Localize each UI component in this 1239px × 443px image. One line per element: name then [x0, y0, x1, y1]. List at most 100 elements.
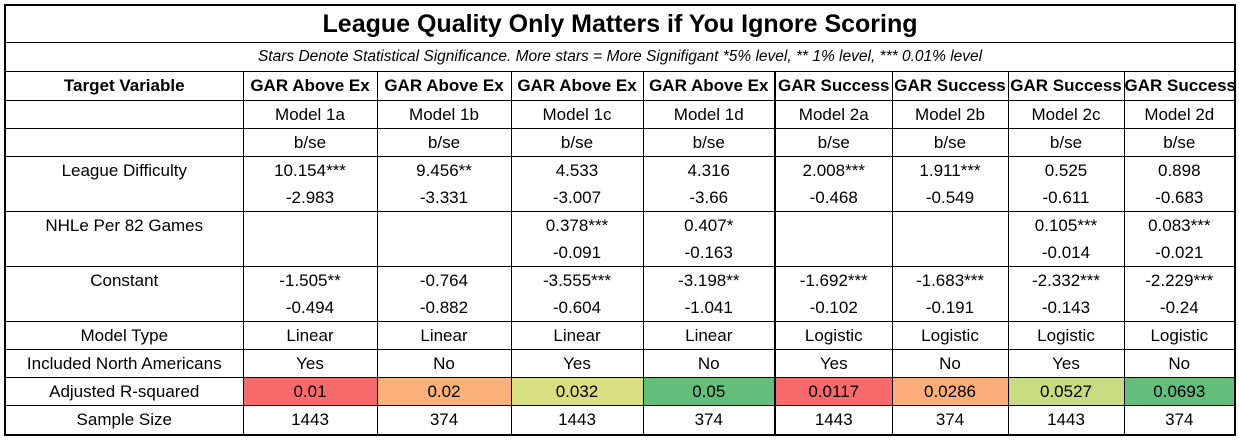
coefficient: -1.692*** — [774, 266, 892, 294]
included-flag: No — [376, 349, 511, 378]
model-name: Model 2a — [774, 100, 892, 129]
coefficient: 4.316 — [642, 156, 775, 184]
coefficient: -0.764 — [376, 266, 511, 294]
nhle-per-82-coef-row: NHLe Per 82 Games 0.378*** 0.407* 0.105*** 0… — [5, 211, 1236, 239]
row-label — [5, 239, 243, 267]
standard-error: -0.683 — [1123, 184, 1236, 212]
header-row: Target Variable GAR Above Ex GAR Above Ex G… — [5, 71, 1236, 101]
standard-error: -0.143 — [1007, 294, 1124, 322]
standard-error — [376, 239, 511, 267]
model-name: Model 1d — [642, 100, 775, 129]
bse-row: b/se b/se b/se b/se b/se b/se b/se b/se — [5, 128, 1236, 157]
north-americans-row: Included North Americans Yes No Yes No Yes No Y… — [5, 349, 1236, 378]
coefficient — [376, 211, 511, 239]
r-squared-cell: 0.05 — [642, 377, 775, 406]
bse-label: b/se — [774, 128, 892, 157]
row-label: Sample Size — [5, 405, 243, 435]
sample-size: 374 — [891, 405, 1008, 435]
bse-label: b/se — [376, 128, 511, 157]
standard-error — [242, 239, 377, 267]
r-squared-cell: 0.032 — [510, 377, 643, 406]
nhle-per-82-se-row: -0.091 -0.163 -0.014 -0.021 — [5, 239, 1236, 267]
model-row: Model 1a Model 1b Model 1c Model 1d Model 2a… — [5, 100, 1236, 129]
bse-label: b/se — [242, 128, 377, 157]
standard-error: -0.014 — [1007, 239, 1124, 267]
model-type: Linear — [376, 321, 511, 350]
standard-error: -0.494 — [242, 294, 377, 322]
coefficient: 1.911*** — [891, 156, 1008, 184]
model-name: Model 1b — [376, 100, 511, 129]
significance-note: Stars Denote Statistical Significance. M… — [5, 42, 1236, 72]
coefficient: -2.229*** — [1123, 266, 1236, 294]
standard-error — [774, 239, 892, 267]
coefficient: -3.198** — [642, 266, 775, 294]
column-header: GAR Success — [1123, 71, 1236, 101]
row-label — [5, 128, 243, 157]
included-flag: Yes — [510, 349, 643, 378]
standard-error: -0.191 — [891, 294, 1008, 322]
standard-error: -3.007 — [510, 184, 643, 212]
sample-size: 1443 — [1007, 405, 1124, 435]
row-label — [5, 184, 243, 212]
model-type: Linear — [242, 321, 377, 350]
column-header: GAR Success — [774, 71, 892, 101]
row-label: Model Type — [5, 321, 243, 350]
coefficient: 4.533 — [510, 156, 643, 184]
model-type: Logistic — [1123, 321, 1236, 350]
standard-error: -0.611 — [1007, 184, 1124, 212]
bse-label: b/se — [510, 128, 643, 157]
coefficient: -1.505** — [242, 266, 377, 294]
coefficient: 2.008*** — [774, 156, 892, 184]
column-header: GAR Success — [891, 71, 1008, 101]
coefficient: 0.525 — [1007, 156, 1124, 184]
model-name: Model 1a — [242, 100, 377, 129]
row-label: League Difficulty — [5, 156, 243, 184]
row-label: Included North Americans — [5, 349, 243, 378]
table-title: League Quality Only Matters if You Ignor… — [5, 5, 1236, 43]
coefficient: -1.683*** — [891, 266, 1008, 294]
bse-label: b/se — [1007, 128, 1124, 157]
column-header: GAR Above Ex — [510, 71, 643, 101]
coefficient: 0.083*** — [1123, 211, 1236, 239]
bse-label: b/se — [642, 128, 775, 157]
row-label: Constant — [5, 266, 243, 294]
coefficient: 9.456** — [376, 156, 511, 184]
sample-size: 1443 — [242, 405, 377, 435]
included-flag: No — [642, 349, 775, 378]
model-type: Logistic — [1007, 321, 1124, 350]
standard-error: -0.021 — [1123, 239, 1236, 267]
coefficient: 0.105*** — [1007, 211, 1124, 239]
r-squared-cell: 0.02 — [376, 377, 511, 406]
model-type-row: Model Type Linear Linear Linear Linear Logist… — [5, 321, 1236, 350]
standard-error: -0.091 — [510, 239, 643, 267]
standard-error: -3.66 — [642, 184, 775, 212]
r-squared-cell: 0.0286 — [891, 377, 1008, 406]
regression-table: League Quality Only Matters if You Ignor… — [4, 4, 1237, 436]
row-label: NHLe Per 82 Games — [5, 211, 243, 239]
coefficient: 0.407* — [642, 211, 775, 239]
coefficient — [774, 211, 892, 239]
column-header: GAR Above Ex — [642, 71, 775, 101]
constant-se-row: -0.494 -0.882 -0.604 -1.041 -0.102 -0.191 -0.1… — [5, 294, 1236, 322]
sample-size: 1443 — [510, 405, 643, 435]
r-squared-cell: 0.0117 — [774, 377, 892, 406]
standard-error: -2.983 — [242, 184, 377, 212]
column-header: GAR Above Ex — [242, 71, 377, 101]
standard-error: -0.24 — [1123, 294, 1236, 322]
included-flag: No — [1123, 349, 1236, 378]
included-flag: Yes — [242, 349, 377, 378]
r-squared-cell: 0.0527 — [1007, 377, 1124, 406]
coefficient: 0.898 — [1123, 156, 1236, 184]
model-type: Linear — [510, 321, 643, 350]
coefficient: 0.378*** — [510, 211, 643, 239]
model-name: Model 2b — [891, 100, 1008, 129]
coefficient: -3.555*** — [510, 266, 643, 294]
standard-error: -0.468 — [774, 184, 892, 212]
standard-error: -0.882 — [376, 294, 511, 322]
sample-size-row: Sample Size 1443 374 1443 374 1443 374 1443 374 — [5, 405, 1236, 435]
standard-error: -1.041 — [642, 294, 775, 322]
coefficient — [242, 211, 377, 239]
bse-label: b/se — [891, 128, 1008, 157]
constant-coef-row: Constant -1.505** -0.764 -3.555*** -3.198** -… — [5, 266, 1236, 294]
coefficient — [891, 211, 1008, 239]
